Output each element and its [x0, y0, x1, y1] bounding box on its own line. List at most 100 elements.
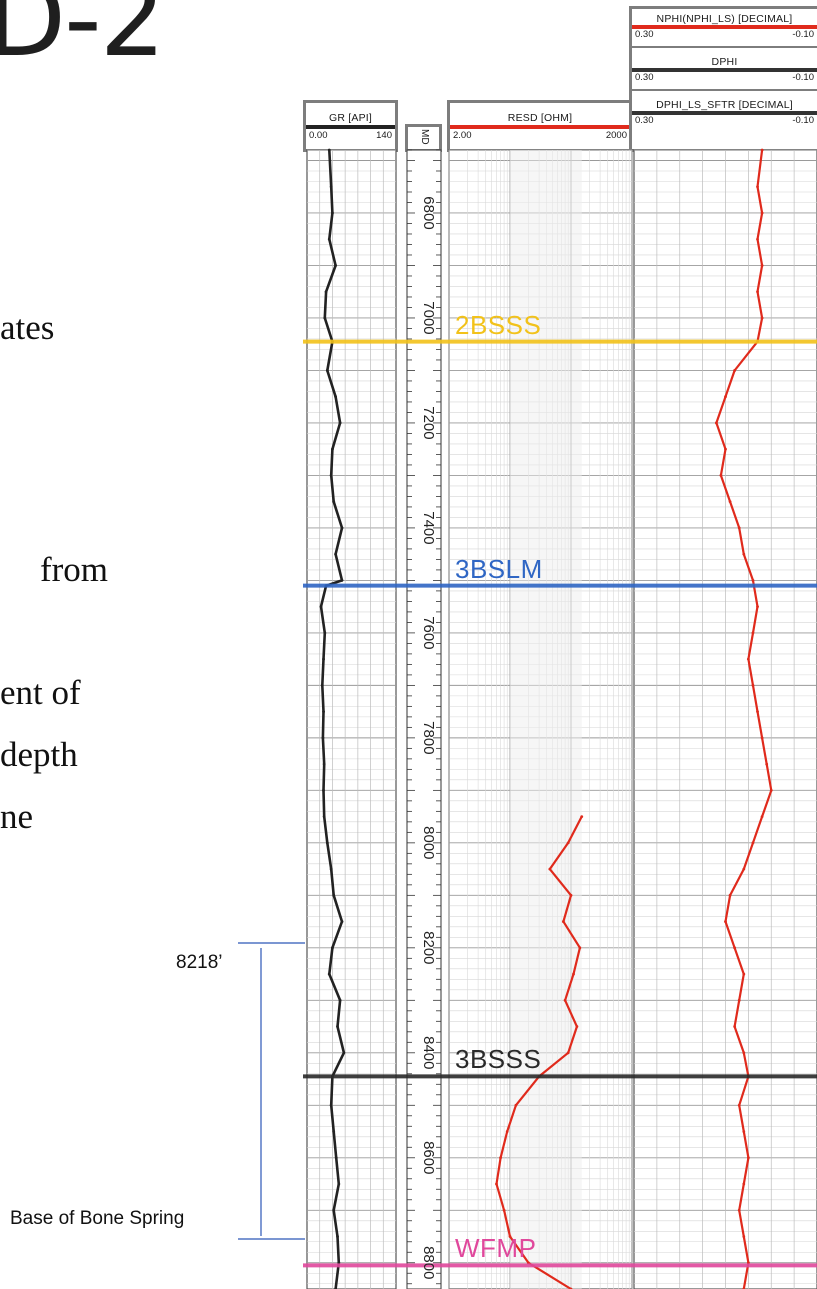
resd-data-point [548, 867, 552, 871]
nphi-data-point [742, 1182, 746, 1186]
nphi-data-point [724, 920, 727, 923]
depth-tick-label: 6800 [420, 196, 437, 229]
nphi-data-point [765, 762, 769, 766]
gr-data-point [323, 631, 327, 635]
gr-data-point [322, 710, 325, 714]
nphi-data-point [760, 211, 764, 215]
resd-scale-min: 2.00 [453, 130, 472, 141]
nphi-data-point [737, 526, 741, 530]
depth-tick-label: 8200 [420, 931, 437, 964]
nphi-data-point [760, 148, 764, 152]
dphi-ls-scale-max: -0.10 [792, 115, 814, 126]
gr-data-point [321, 736, 325, 740]
resd-data-point [566, 1051, 570, 1055]
nphi-scale-min: 0.30 [635, 29, 654, 40]
nphi-curve [715, 149, 773, 1289]
resd-data-point [569, 893, 573, 897]
nphi-data-point [756, 237, 759, 241]
gr-data-point [338, 421, 342, 425]
gr-data-point [332, 500, 336, 504]
gr-data-point [323, 316, 327, 320]
nphi-data-point [760, 815, 764, 819]
nphi-data-point [724, 447, 727, 451]
gr-track-header: GR [API] 0.00 140 [303, 100, 398, 152]
gr-data-point [324, 290, 328, 294]
slide-title: D-2 [0, 0, 166, 80]
gr-data-point [322, 657, 325, 661]
resd-data-point [580, 815, 584, 819]
formation-top-label: 2BSSS [455, 309, 542, 340]
nphi-data-point [751, 579, 755, 582]
nphi-data-point [714, 421, 718, 425]
gr-scale-max: 140 [376, 130, 392, 141]
resd-data-point [566, 841, 570, 845]
depth-axis: 6800 7000 7200 7400 7600 7800 8000 8200 8400 8600… [407, 149, 441, 1285]
resd-track-title: RESD [OHM] [507, 112, 573, 124]
nphi-data-point [751, 841, 755, 845]
nphi-track-title: NPHI(NPHI_LS) [DECIMAL] [656, 13, 793, 25]
nphi-data-point [756, 605, 759, 609]
gr-data-point [331, 211, 334, 215]
dphi-scale-max: -0.10 [792, 72, 814, 83]
depth-tick-label: 8000 [420, 826, 437, 859]
resd-data-point [505, 1130, 509, 1133]
gr-data-point [329, 867, 333, 871]
nphi-data-point [746, 1156, 750, 1160]
gr-data-point [340, 920, 344, 923]
gr-track-frame [306, 149, 397, 1289]
nphi-data-point [751, 631, 755, 635]
gr-data-point [332, 1130, 336, 1133]
text-fragment: depth [0, 735, 78, 774]
nphi-data-point [742, 1051, 746, 1055]
gr-data-point [331, 946, 334, 950]
nphi-data-point [746, 657, 750, 661]
nphi-data-point [728, 500, 732, 504]
gr-data-point [338, 998, 342, 1002]
gr-data-point [340, 579, 344, 582]
gr-data-point [337, 1182, 341, 1186]
nphi-data-point [733, 1025, 737, 1028]
gr-data-point [329, 1103, 333, 1107]
formation-top-label: 3BSLM [455, 553, 543, 584]
gr-data-point [325, 841, 329, 845]
gr-data-point [342, 1051, 346, 1055]
gr-scale: 0.00 140 [306, 130, 395, 141]
interval-base-label: Base of Bone Spring [10, 1208, 185, 1229]
gr-data-point [327, 148, 331, 152]
gr-data-point [331, 447, 334, 451]
depth-tick-label: 8400 [420, 1036, 437, 1069]
resd-data-point [578, 946, 582, 950]
nphi-data-point [742, 1130, 746, 1133]
gr-data-point [319, 605, 323, 609]
nphi-data-point [756, 290, 759, 294]
nphi-data-point [719, 474, 723, 477]
gr-data-point [322, 762, 326, 766]
nphi-data-point [751, 683, 755, 687]
resd-data-point [563, 998, 567, 1002]
dphi-ls-scale: 0.30 -0.10 [632, 115, 817, 126]
grid-layer [306, 149, 817, 1289]
gr-data-point [340, 526, 344, 530]
dphi-ls-track-title: DPHI_LS_SFTR [DECIMAL] [656, 99, 793, 111]
text-fragment: ent of [0, 673, 81, 712]
dphi-scale-min: 0.30 [635, 72, 654, 83]
resd-data-point [561, 920, 565, 923]
nphi-data-point [756, 710, 759, 714]
gr-data-point [329, 185, 333, 189]
gr-data-point [327, 972, 331, 976]
nphi-curve-swatch [632, 25, 817, 29]
nphi-data-point [760, 736, 764, 740]
nphi-data-point [737, 1103, 741, 1107]
gr-data-point [334, 1156, 338, 1160]
resd-data-point [514, 1103, 518, 1107]
nphi-data-point [769, 788, 773, 792]
resd-data-point [495, 1182, 498, 1186]
nphi-data-point [737, 1208, 741, 1212]
gr-data-point [325, 369, 329, 372]
formation-top-label: 3BSSS [455, 1044, 542, 1075]
nphi-data-point [724, 395, 727, 399]
depth-tick-label: 7200 [420, 406, 437, 439]
gr-data-point [334, 395, 338, 399]
